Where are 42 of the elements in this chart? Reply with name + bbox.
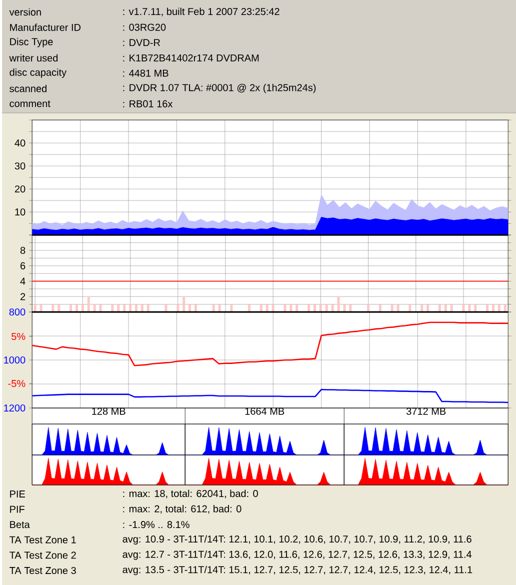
- y-tick-label: 10: [15, 208, 26, 216]
- y-tick-label: 4: [20, 278, 26, 285]
- text: PIF: [10, 506, 24, 513]
- y-tick-label: 1000: [4, 356, 26, 364]
- text: Manufacturer ID: [10, 24, 80, 31]
- text: avg: 10.9 - 3T-11T/14T: 12.1, 10.1, 10.2, 10.6, 10.7, 10.7, 10.9, 11.2, 10.9, 11.6: [122, 535, 472, 545]
- text: : v1.7.11, built Feb 1 2007 23:25:42: [123, 8, 280, 16]
- text: PIE: [10, 490, 25, 498]
- text: TA Test Zone 3: [9, 566, 76, 574]
- text: Beta: [10, 521, 30, 528]
- text: avg: 13.5 - 3T-11T/14T: 15.1, 12.7, 12.5, 12.7, 12.7, 12.4, 12.5, 12.3, 12.4, 11.1: [122, 566, 472, 576]
- text: version: [9, 8, 41, 16]
- y-tick-label: 800: [9, 308, 26, 316]
- text: : K1B72B41402r174 DVDRAM: [123, 54, 258, 62]
- text: : RB01 16x: [123, 100, 172, 108]
- text: : DVD-R: [123, 39, 160, 46]
- text: : max: 2, total: 612, bad: 0: [123, 505, 242, 514]
- chart-title: 1664 MB: [245, 408, 284, 415]
- text: TA Test Zone 2: [9, 552, 76, 559]
- text: writer used: [9, 54, 58, 62]
- chart-title: 3712 MB: [406, 408, 446, 415]
- text: disc capacity: [10, 68, 66, 78]
- y-tick-label: 30: [14, 162, 26, 170]
- text: TA Test Zone 1: [9, 536, 76, 544]
- text: Disc Type: [10, 38, 53, 48]
- y-tick-label: 2: [20, 293, 25, 300]
- chart-title: 128 MB: [92, 408, 126, 415]
- text: scanned: [9, 84, 46, 92]
- text: comment: [10, 100, 50, 108]
- y-tick-label: 20: [14, 185, 26, 193]
- text: : 03RG20: [123, 24, 166, 31]
- text: : DVDR 1.07 TLA: #0001 @ 2x (1h25m24s): [123, 84, 316, 94]
- y2-tick-label: 5%: [11, 332, 26, 340]
- text: avg: 12.7 - 3T-11T/14T: 13.6, 12.0, 11.6, 12.6, 12.7, 12.5, 12.6, 13.3, 12.9, 11.4: [122, 550, 472, 560]
- y-tick-label: 40: [14, 139, 26, 147]
- y-tick-label: 1200: [4, 404, 26, 412]
- text: : max: 18, total: 62041, bad: 0: [123, 490, 258, 498]
- y-tick-label: 6: [20, 262, 25, 270]
- text: : -1.9% .. 8.1%: [123, 521, 190, 528]
- text: : 4481 MB: [123, 70, 168, 77]
- y2-tick-label: -5%: [8, 380, 26, 388]
- y-tick-label: 8: [20, 246, 25, 254]
